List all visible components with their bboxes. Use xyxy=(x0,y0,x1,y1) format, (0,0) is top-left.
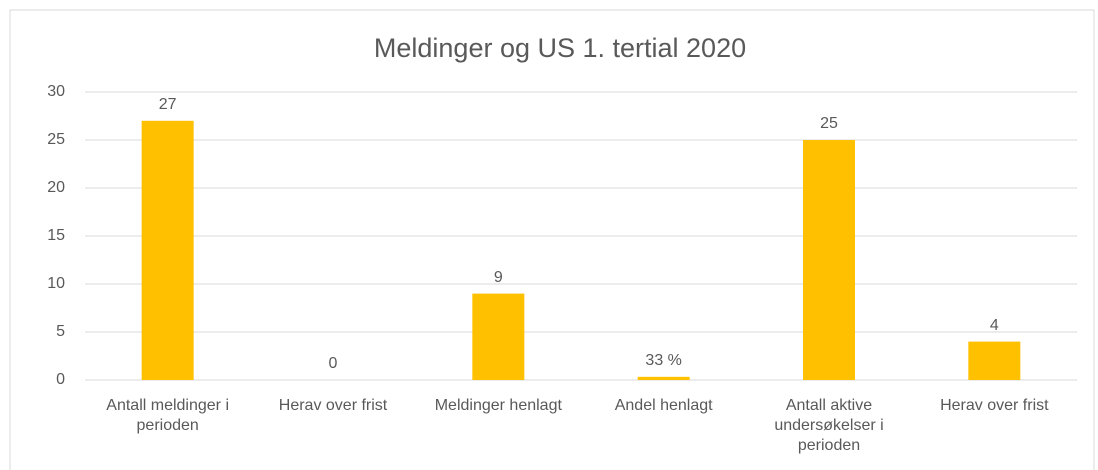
data-label: 33 % xyxy=(645,352,681,369)
x-tick-label: Meldinger henlagt xyxy=(434,397,562,414)
data-label: 27 xyxy=(159,96,177,113)
data-label: 0 xyxy=(329,355,338,372)
x-tick-label: Andel henlagt xyxy=(614,397,713,414)
chart-title: Meldinger og US 1. tertial 2020 xyxy=(374,33,746,63)
bar xyxy=(472,293,525,380)
data-label: 9 xyxy=(494,269,503,286)
bar xyxy=(141,120,194,381)
y-tick-label: 15 xyxy=(47,227,65,244)
bar xyxy=(968,341,1021,380)
bar xyxy=(637,376,690,380)
y-tick-label: 0 xyxy=(56,371,65,388)
x-tick-label: Antall aktive undersøkelser i perioden xyxy=(774,397,884,454)
y-tick-label: 30 xyxy=(47,83,65,100)
x-tick-label: Antall meldinger i perioden xyxy=(106,397,230,434)
bar xyxy=(803,140,855,380)
y-tick-label: 20 xyxy=(47,179,65,196)
x-tick-label: Herav over frist xyxy=(278,397,388,414)
y-tick-label: 25 xyxy=(47,131,65,148)
data-label: 25 xyxy=(820,115,838,132)
y-tick-label: 5 xyxy=(56,323,65,340)
data-label: 4 xyxy=(990,317,999,334)
chart-border xyxy=(9,9,1095,470)
x-tick-label: Herav over frist xyxy=(940,397,1049,414)
y-tick-label: 10 xyxy=(47,275,65,292)
